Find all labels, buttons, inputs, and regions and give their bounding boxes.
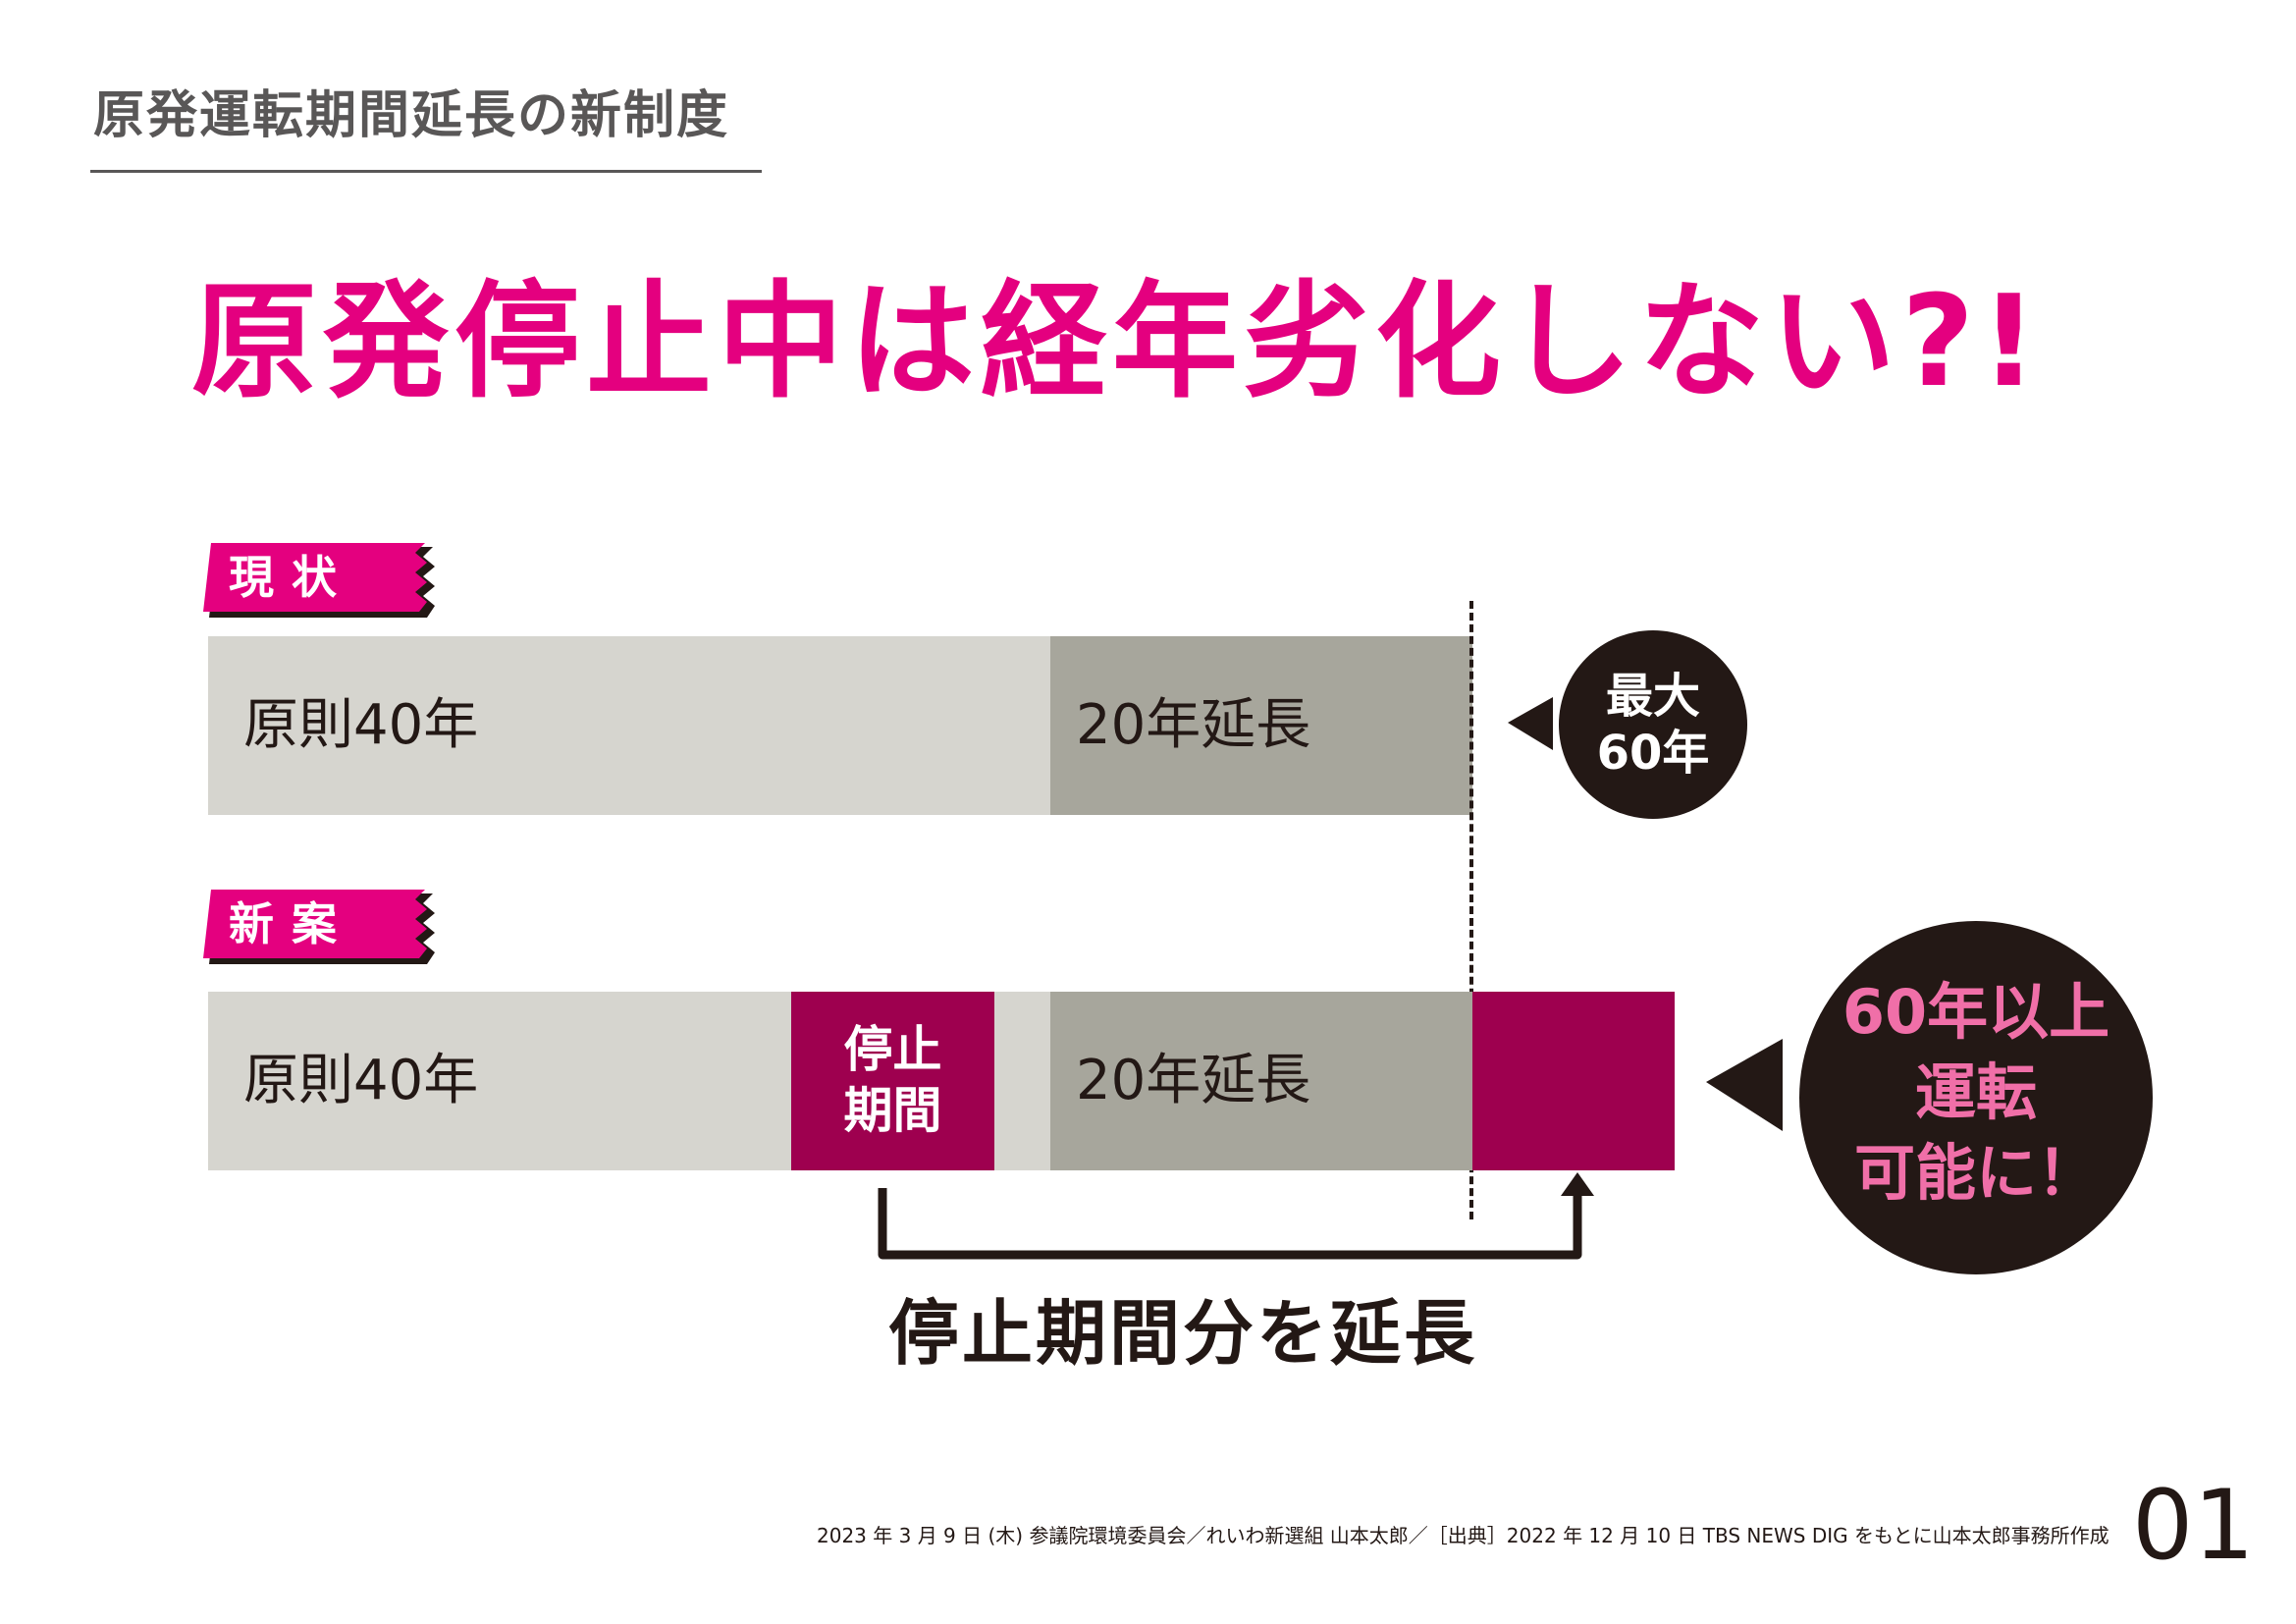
tag-shape [203, 890, 435, 964]
current-callout-bubble [1508, 630, 1747, 819]
current-tag: 現状 [201, 543, 437, 631]
proposal-extension-label: 20年延長 [1076, 1049, 1311, 1112]
current-extension-label: 20年延長 [1076, 693, 1311, 757]
stop-period-box: 停止 期間 [791, 992, 994, 1170]
bottom-caption: 停止期間分を延長 [888, 1292, 1478, 1375]
proposal-callout-bubble [1706, 921, 2153, 1274]
proposal-extension-bar: 20年延長 [1050, 992, 1472, 1170]
proposal-tag: 新案 [201, 890, 437, 978]
shift-arrow [878, 1172, 1594, 1260]
proposal-tag-label: 新案 [229, 897, 354, 950]
current-tag-label: 現状 [229, 551, 354, 604]
sixty-year-marker-line [1469, 601, 1473, 1219]
heading-underline [90, 170, 762, 173]
section-heading: 原発運転期間延長の新制度 [93, 86, 730, 145]
main-title: 原発停止中は経年劣化しない?! [191, 269, 2044, 415]
current-extension-bar: 20年延長 [1050, 636, 1472, 815]
current-base-bar: 原則40年 [208, 636, 1050, 815]
proposal-callout-text: 60年以上 運転 可能に！ [1842, 976, 2110, 1209]
tag-shape [203, 543, 435, 618]
proposal-base-label: 原則40年 [243, 1049, 479, 1112]
additional-extension-bar [1472, 992, 1675, 1170]
current-base-label: 原則40年 [243, 693, 479, 757]
page-number: 01 [2132, 1470, 2255, 1582]
current-callout-text: 最大 60年 [1596, 669, 1710, 781]
source-footer: 2023 年 3 月 9 日 (木) 参議院環境委員会／れいわ新選組 山本太郎／… [817, 1524, 2109, 1547]
